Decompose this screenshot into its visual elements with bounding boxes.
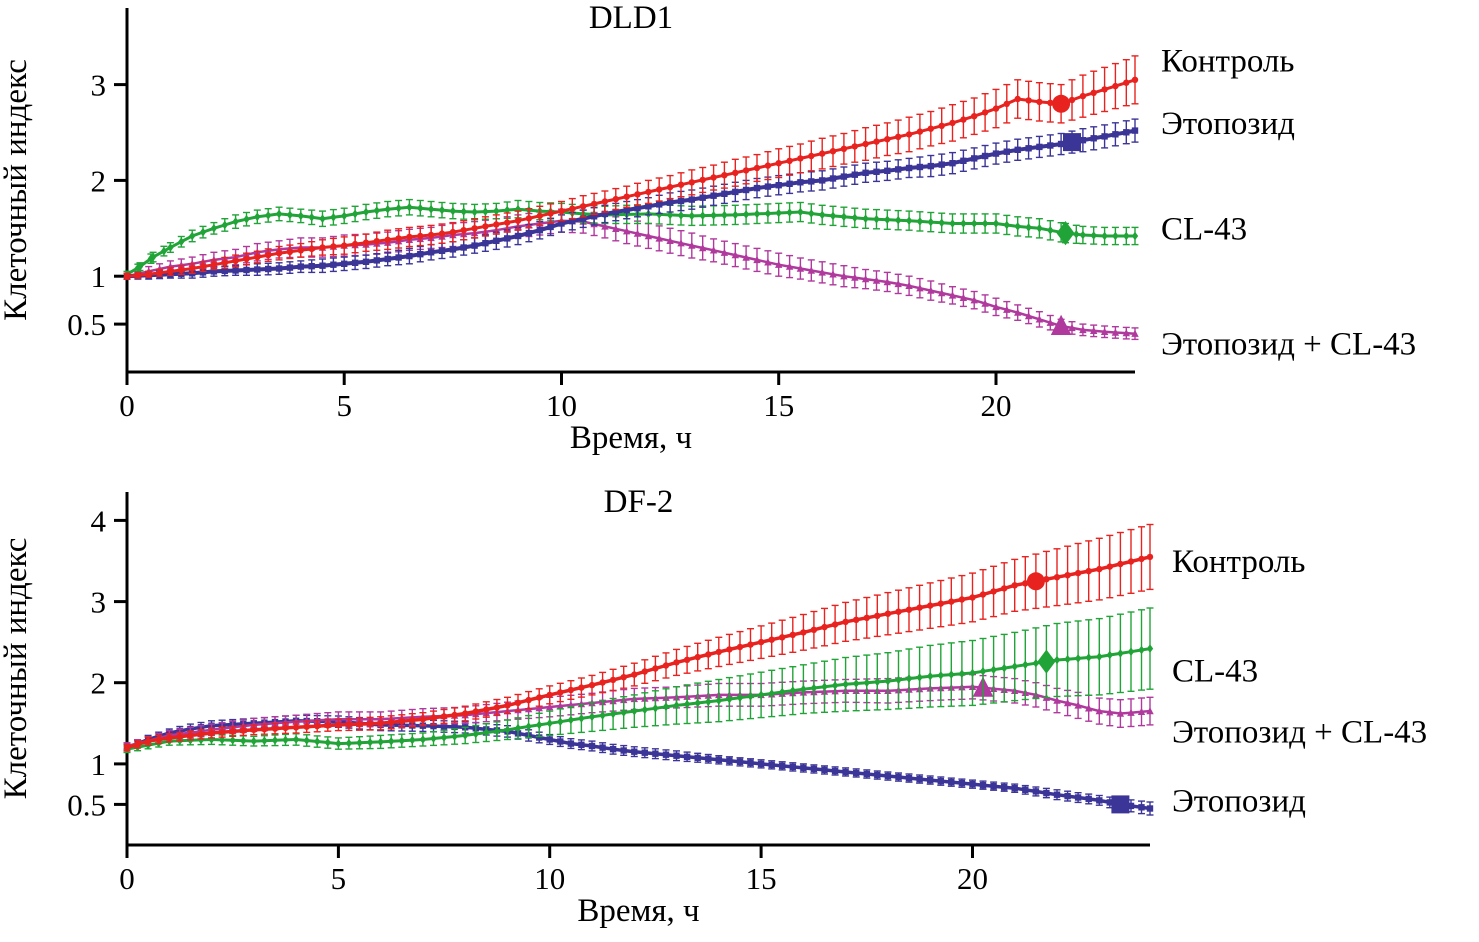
x-tick-label: 10 — [534, 861, 565, 896]
y-tick-label: 1 — [91, 747, 107, 782]
x-tick-label: 0 — [119, 388, 135, 423]
chart-title: DF-2 — [604, 484, 674, 520]
x-tick-label: 10 — [546, 388, 577, 423]
series-kontrol — [123, 55, 1139, 280]
y-tick-label: 0.5 — [67, 307, 106, 342]
legend-label-cl43: CL-43 — [1172, 654, 1258, 690]
x-axis-label: Время, ч — [577, 893, 699, 929]
y-tick-label: 2 — [91, 163, 107, 198]
legend-label-kontrol: Контроль — [1161, 44, 1294, 80]
series-cl43 — [123, 607, 1154, 754]
y-axis-label: Клеточный индекс — [0, 59, 34, 321]
y-axis-label: Клеточный индекс — [0, 538, 34, 800]
x-tick-label: 20 — [957, 861, 988, 896]
x-tick-label: 15 — [763, 388, 794, 423]
x-tick-label: 15 — [746, 861, 777, 896]
y-tick-label: 0.5 — [67, 787, 106, 822]
y-tick-label: 3 — [91, 585, 107, 620]
y-tick-label: 2 — [91, 666, 107, 701]
legend-label-etoposid-cl43: Этопозид + CL-43 — [1172, 714, 1427, 750]
series-etoposid — [123, 118, 1139, 280]
axes — [125, 8, 1135, 374]
series-line-etoposid — [126, 128, 1136, 279]
legend-label-cl43: CL-43 — [1161, 211, 1247, 247]
x-tick-label: 0 — [119, 861, 135, 896]
series-kontrol — [123, 523, 1154, 752]
chart-title: DLD1 — [589, 0, 673, 36]
y-tick-label: 4 — [91, 503, 107, 538]
legend-label-kontrol: Контроль — [1172, 544, 1305, 580]
y-tick-label: 1 — [91, 259, 107, 294]
series-line-etoposid-cl43 — [126, 685, 1151, 748]
series-line-kontrol — [126, 78, 1136, 278]
chart-df2: 0 5 10 15 20 0.5 1 2 3 4 Контроль CL-43 Этопозид + C… — [0, 484, 1427, 929]
series-line-etoposid — [126, 719, 1151, 811]
chart-dld1: 0 5 10 15 20 0.5 1 2 3 Контроль Этопозид CL-43 Этопо… — [0, 0, 1416, 456]
legend-label-etoposid: Этопозид — [1172, 783, 1306, 819]
y-tick-label: 3 — [91, 68, 107, 103]
series-line-kontrol — [126, 555, 1151, 750]
x-tick-label: 5 — [336, 388, 352, 423]
legend-label-etoposid: Этопозид — [1161, 106, 1295, 142]
x-tick-label: 20 — [981, 388, 1012, 423]
legend-label-etoposid-cl43: Этопозид + CL-43 — [1161, 326, 1416, 362]
x-axis-label: Время, ч — [570, 420, 692, 456]
x-tick-label: 5 — [331, 861, 347, 896]
series-line-etoposid-cl43 — [126, 219, 1136, 335]
